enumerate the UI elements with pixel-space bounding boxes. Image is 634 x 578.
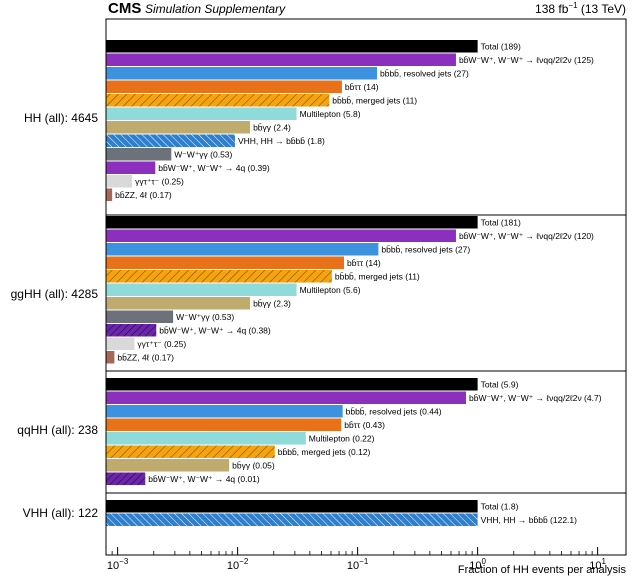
bar-label: γγτ⁺τ⁻ (0.25) bbox=[135, 177, 184, 187]
bar bbox=[106, 270, 332, 283]
bar bbox=[106, 459, 230, 472]
bar bbox=[106, 107, 297, 120]
x-axis: 10−3 10−2 10−1 100 101 bbox=[107, 547, 607, 572]
bar-label: bb̄γγ (0.05) bbox=[232, 461, 275, 471]
bar-label: bb̄ττ (14) bbox=[345, 82, 379, 92]
x-tick-label: 10−2 bbox=[227, 557, 249, 572]
bar-label: bb̄bb̄, resolved jets (27) bbox=[381, 245, 470, 255]
bar-label: Multilepton (0.22) bbox=[309, 434, 375, 444]
x-axis-title: Fraction of HH events per analysis bbox=[458, 564, 627, 576]
bar bbox=[106, 161, 156, 174]
x-tick-label: 10−3 bbox=[107, 557, 129, 572]
bar bbox=[106, 53, 456, 66]
x-tick-label: 10−1 bbox=[347, 557, 369, 572]
bar bbox=[106, 418, 342, 431]
bar bbox=[106, 391, 466, 404]
bar-label: Total (189) bbox=[481, 42, 521, 52]
bar bbox=[106, 378, 478, 391]
bar-label: bb̄W⁻W⁺, W⁻W⁺ → 4q (0.01) bbox=[148, 474, 260, 484]
bar-label: bb̄W⁻W⁺, W⁻W⁺ → 4q (0.39) bbox=[158, 163, 270, 173]
bar bbox=[106, 337, 135, 350]
x-tick-label: 101 bbox=[589, 557, 606, 572]
bar bbox=[106, 80, 342, 93]
bar bbox=[106, 67, 377, 80]
bar-label: bb̄ZZ, 4ℓ (0.17) bbox=[115, 190, 172, 200]
bar-label: bb̄ττ (14) bbox=[347, 258, 381, 268]
plot-frame bbox=[105, 18, 627, 556]
x-tick-label: 100 bbox=[469, 557, 486, 572]
bar bbox=[106, 188, 113, 201]
bar-label: Total (181) bbox=[481, 218, 521, 228]
bar bbox=[106, 297, 251, 310]
bar bbox=[106, 134, 235, 147]
bar-label: VHH, HH → bb̄bb̄ (1.8) bbox=[238, 136, 325, 146]
bar bbox=[106, 148, 172, 161]
bar bbox=[106, 256, 345, 269]
bar-label: bb̄W⁻W⁺, W⁻W⁺ → ℓνqq/2ℓ2ν (4.7) bbox=[469, 393, 602, 403]
lumi-energy: (13 TeV) bbox=[578, 2, 626, 16]
group-label: qqHH (all): 238 bbox=[17, 423, 98, 437]
bar-label: Total (1.8) bbox=[481, 502, 519, 512]
bar-label: bb̄W⁻W⁺, W⁻W⁺ → ℓνqq/2ℓ2ν (120) bbox=[459, 231, 594, 241]
bar bbox=[106, 351, 115, 364]
bar-label: bb̄bb̄, merged jets (0.12) bbox=[278, 447, 371, 457]
bar bbox=[106, 283, 297, 296]
bar-label: bb̄bb̄, resolved jets (27) bbox=[380, 69, 469, 79]
bar bbox=[106, 472, 146, 485]
bar bbox=[106, 432, 306, 445]
bar-label: bb̄bb̄, merged jets (11) bbox=[335, 272, 420, 282]
bar-label: γγτ⁺τ⁻ (0.25) bbox=[137, 339, 186, 349]
bar bbox=[106, 405, 343, 418]
bar-label: bb̄W⁻W⁺, W⁻W⁺ → ℓνqq/2ℓ2ν (125) bbox=[459, 55, 594, 65]
group-label: VHH (all): 122 bbox=[23, 506, 99, 520]
bar-label: bb̄γγ (2.3) bbox=[253, 299, 291, 309]
bar bbox=[106, 500, 478, 513]
bar-label: bb̄bb̄, resolved jets (0.44) bbox=[346, 407, 442, 417]
bar bbox=[106, 175, 133, 188]
experiment-label: CMS bbox=[108, 0, 141, 17]
bar-label: bb̄ττ (0.43) bbox=[344, 420, 385, 430]
lumi-value: 138 fb bbox=[535, 2, 569, 16]
lumi-exponent: −1 bbox=[568, 1, 578, 10]
bar-label: W⁻W⁺γγ (0.53) bbox=[176, 312, 234, 322]
bar-label: Total (5.9) bbox=[481, 380, 519, 390]
bar-label: bb̄ZZ, 4ℓ (0.17) bbox=[117, 353, 174, 363]
bar bbox=[106, 445, 275, 458]
bar bbox=[106, 121, 251, 134]
bar bbox=[106, 310, 174, 323]
group-label: HH (all): 4645 bbox=[24, 111, 98, 125]
bar-label: Multilepton (5.8) bbox=[300, 109, 361, 119]
bar-label: bb̄W⁻W⁺, W⁻W⁺ → 4q (0.38) bbox=[159, 326, 271, 336]
bar-label: bb̄bb̄, merged jets (11) bbox=[332, 96, 417, 106]
bar bbox=[106, 324, 157, 337]
bar bbox=[106, 243, 379, 256]
bar bbox=[106, 229, 456, 242]
bar-label: bb̄γγ (2.4) bbox=[253, 123, 291, 133]
bar-label: Multilepton (5.6) bbox=[300, 285, 361, 295]
bar bbox=[106, 513, 478, 526]
bar-label: VHH, HH → bb̄bb̄ (122.1) bbox=[481, 515, 578, 525]
bar-label: W⁻W⁺γγ (0.53) bbox=[174, 150, 232, 160]
bar bbox=[106, 94, 330, 107]
bar bbox=[106, 40, 478, 53]
bar bbox=[106, 216, 478, 229]
bars-layer: HH (all): 4645 Total (189) bb̄W⁻W⁺, W⁻W⁺ →… bbox=[11, 40, 602, 526]
chart-subtitle: Simulation Supplementary bbox=[145, 2, 286, 16]
luminosity-label: 138 fb−1 (13 TeV) bbox=[535, 1, 626, 16]
group-label: ggHH (all): 4285 bbox=[11, 287, 99, 301]
